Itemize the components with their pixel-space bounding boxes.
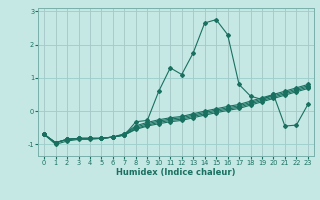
X-axis label: Humidex (Indice chaleur): Humidex (Indice chaleur) (116, 168, 236, 177)
